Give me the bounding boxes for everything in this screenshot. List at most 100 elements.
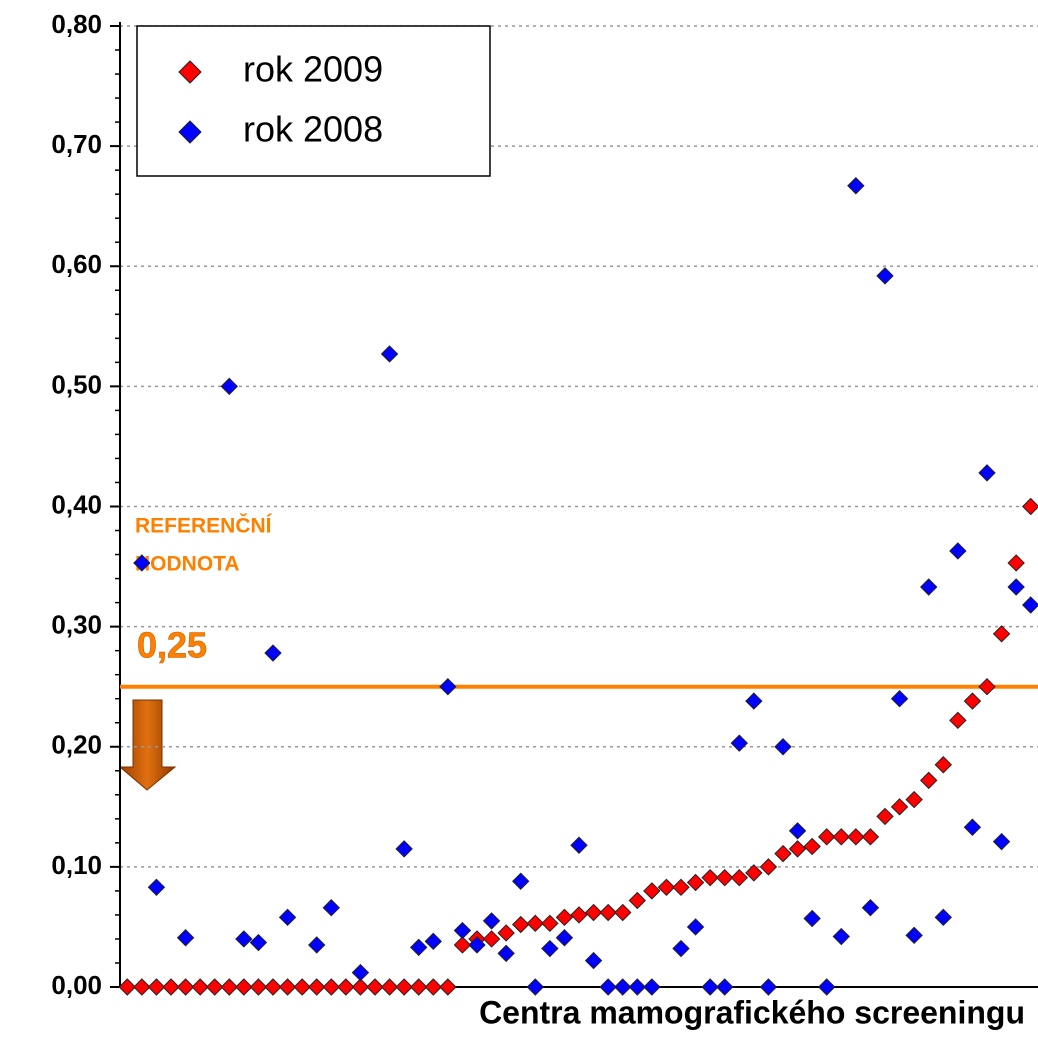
point	[541, 939, 559, 958]
point	[978, 677, 996, 696]
point	[905, 926, 923, 945]
point	[322, 978, 340, 996]
y-tick-label: 0,30	[51, 610, 102, 640]
point	[424, 932, 442, 951]
point	[191, 978, 209, 996]
point	[716, 978, 734, 996]
y-tick-label: 0,40	[51, 489, 102, 519]
point	[759, 858, 778, 876]
point	[249, 933, 268, 952]
point	[526, 914, 544, 933]
point	[235, 930, 253, 948]
point	[206, 978, 224, 996]
point	[847, 177, 865, 195]
point	[701, 978, 719, 996]
point	[424, 978, 442, 996]
point	[439, 677, 457, 696]
point	[876, 807, 894, 826]
point	[176, 978, 195, 996]
point	[949, 542, 967, 560]
point	[803, 909, 821, 928]
point	[672, 939, 690, 958]
point	[745, 692, 763, 710]
point	[701, 868, 719, 887]
point	[410, 938, 428, 957]
point	[686, 918, 705, 936]
legend-box	[136, 25, 491, 177]
legend-label: rok 2009	[243, 49, 383, 90]
point	[453, 921, 472, 940]
point	[745, 864, 763, 882]
point	[920, 771, 938, 790]
point	[220, 978, 238, 996]
point	[890, 689, 909, 708]
legend-marker	[178, 120, 202, 144]
point	[308, 936, 326, 954]
point	[1007, 554, 1025, 572]
point	[497, 924, 515, 942]
point	[264, 978, 282, 996]
point	[963, 818, 982, 836]
point	[468, 936, 486, 954]
y-tick-label: 0,80	[51, 9, 102, 39]
point	[657, 878, 676, 897]
point	[351, 963, 370, 982]
y-tick-label: 0,70	[51, 129, 102, 159]
point	[832, 828, 850, 846]
annotation: REFERENČNÍ	[135, 514, 273, 538]
point	[555, 929, 574, 947]
point	[526, 978, 544, 996]
point	[818, 978, 836, 996]
point	[832, 927, 850, 946]
y-tick-label: 0,20	[51, 730, 102, 760]
point	[686, 873, 705, 892]
point	[963, 692, 982, 710]
point	[453, 936, 472, 954]
point	[1007, 578, 1025, 596]
point	[730, 868, 748, 887]
legend-label: rok 2008	[243, 109, 383, 150]
point	[847, 828, 865, 846]
point	[351, 978, 370, 996]
point	[570, 836, 588, 854]
point	[599, 903, 617, 922]
point	[643, 978, 661, 996]
point	[147, 978, 166, 996]
point	[176, 929, 195, 947]
point	[118, 978, 136, 996]
reference-label: 0,25	[137, 625, 207, 666]
point	[992, 625, 1011, 643]
point	[410, 978, 428, 996]
point	[628, 978, 646, 996]
y-tick-label: 0,50	[51, 369, 102, 399]
point	[147, 878, 166, 897]
point	[672, 878, 690, 897]
point	[890, 798, 909, 816]
point	[380, 978, 399, 996]
point	[905, 790, 923, 809]
point	[934, 756, 952, 774]
point	[322, 899, 340, 917]
y-tick-label: 0,60	[51, 249, 102, 279]
point	[1022, 497, 1038, 516]
point	[541, 914, 559, 933]
point	[293, 978, 311, 996]
point	[278, 908, 297, 927]
point	[774, 844, 792, 863]
point	[730, 734, 748, 752]
point	[614, 903, 632, 922]
point	[366, 978, 384, 996]
point	[249, 978, 268, 996]
point	[584, 903, 603, 922]
legend-marker	[178, 60, 202, 84]
point	[220, 377, 238, 396]
point	[278, 978, 297, 996]
point	[133, 554, 151, 572]
point	[920, 578, 938, 596]
point	[861, 828, 880, 846]
point	[599, 978, 617, 996]
point	[308, 978, 326, 996]
point	[482, 930, 501, 948]
point	[759, 978, 778, 996]
